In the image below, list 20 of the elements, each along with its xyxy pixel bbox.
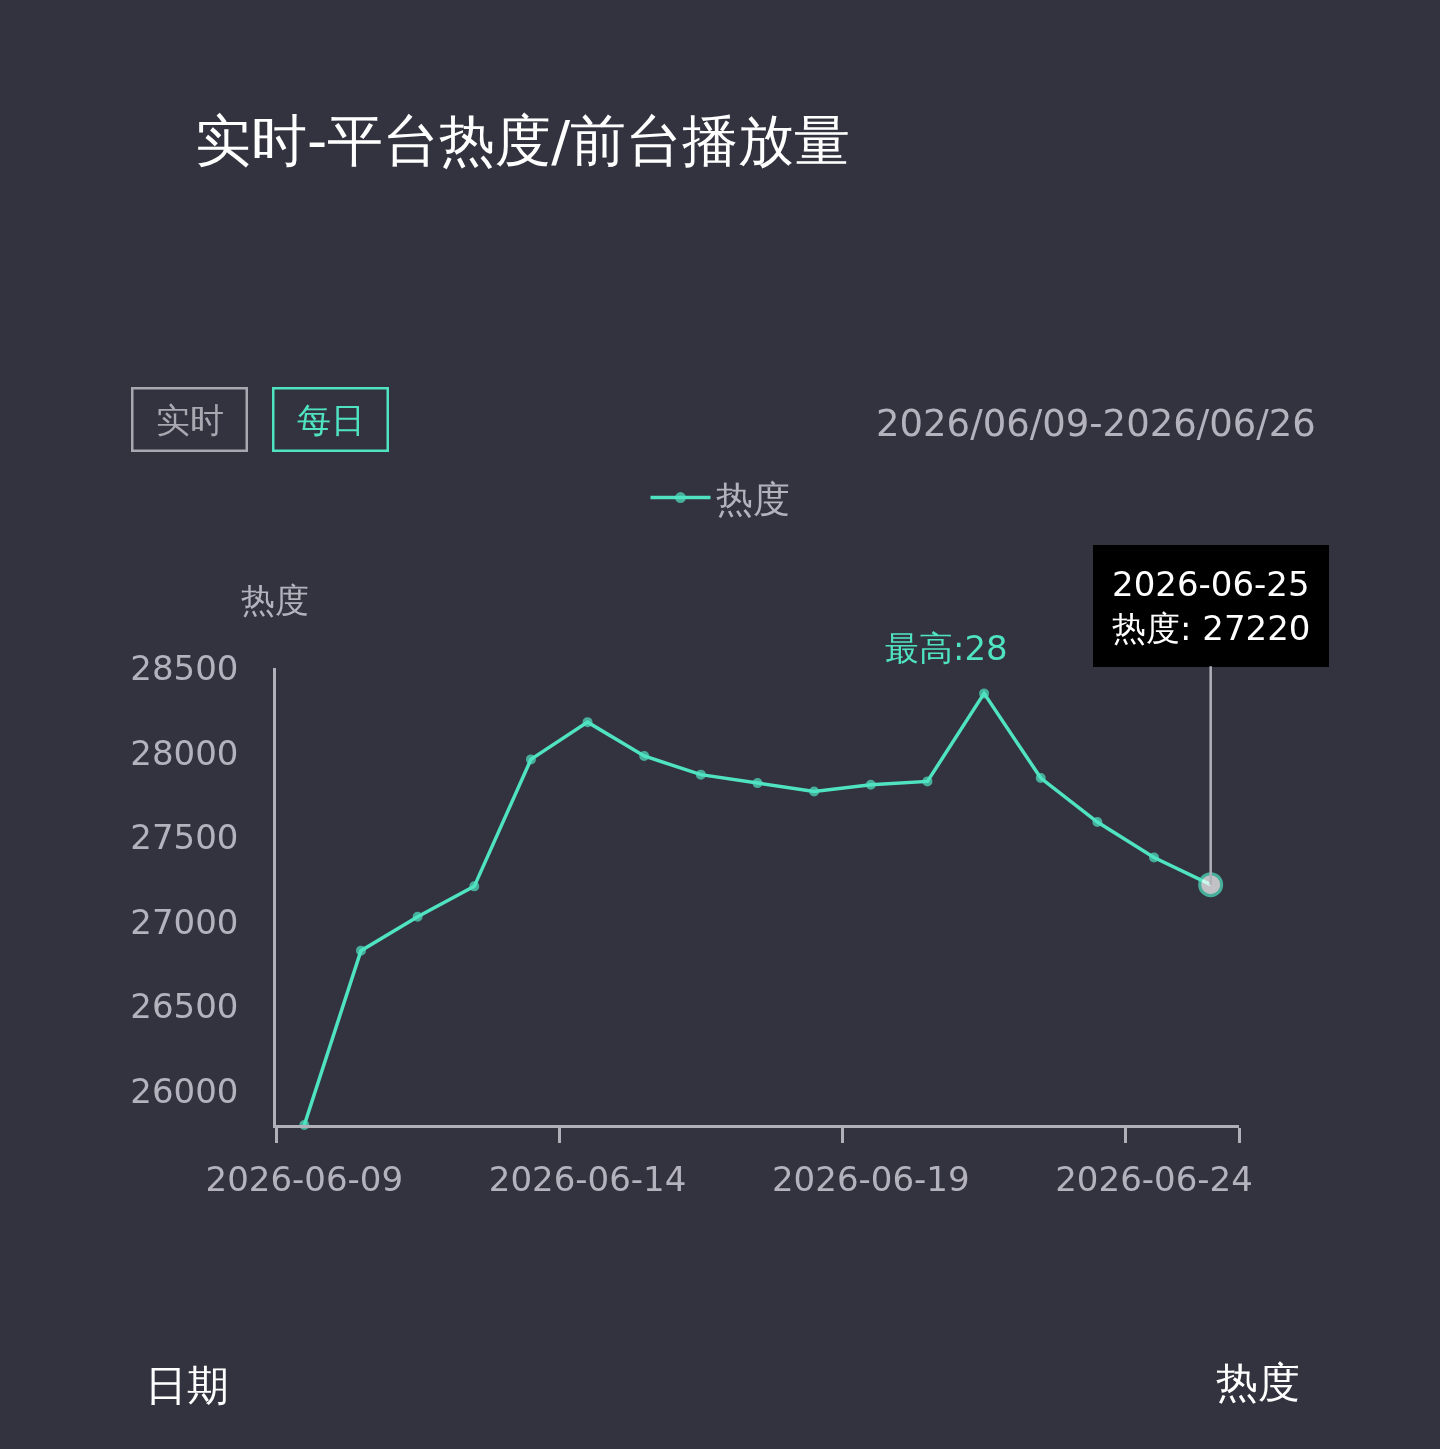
- x-tick-label: 2026-06-19: [771, 1158, 970, 1199]
- y-tick-label: 26000: [130, 1071, 239, 1112]
- chart-subtitle: 2026/06/09-2026/06/26: [876, 402, 1316, 445]
- y-axis-title: 热度: [241, 580, 309, 620]
- x-tick-label: 2026-06-14: [488, 1158, 687, 1199]
- text: 每日: [296, 399, 365, 440]
- y-tick-label: 28500: [130, 647, 239, 688]
- annotation: 最高:28: [885, 628, 1008, 668]
- x-tick-label: 2026-06-24: [1055, 1158, 1253, 1199]
- legend-label: 热度: [715, 477, 790, 521]
- text: 热度: [1216, 1358, 1300, 1407]
- y-tick-label: 26500: [130, 986, 239, 1027]
- y-tick-label: 27000: [130, 901, 239, 942]
- x-tick-label: 2026-06-09: [205, 1158, 404, 1199]
- annotation: 2026-06-25 热度: 27220: [1112, 564, 1311, 649]
- text: 日期: [145, 1361, 229, 1410]
- y-tick-label: 27500: [130, 817, 239, 858]
- text: 实时: [155, 399, 224, 440]
- chart-title: 实时-平台热度/前台播放量: [195, 107, 851, 173]
- y-tick-label: 28000: [130, 732, 239, 773]
